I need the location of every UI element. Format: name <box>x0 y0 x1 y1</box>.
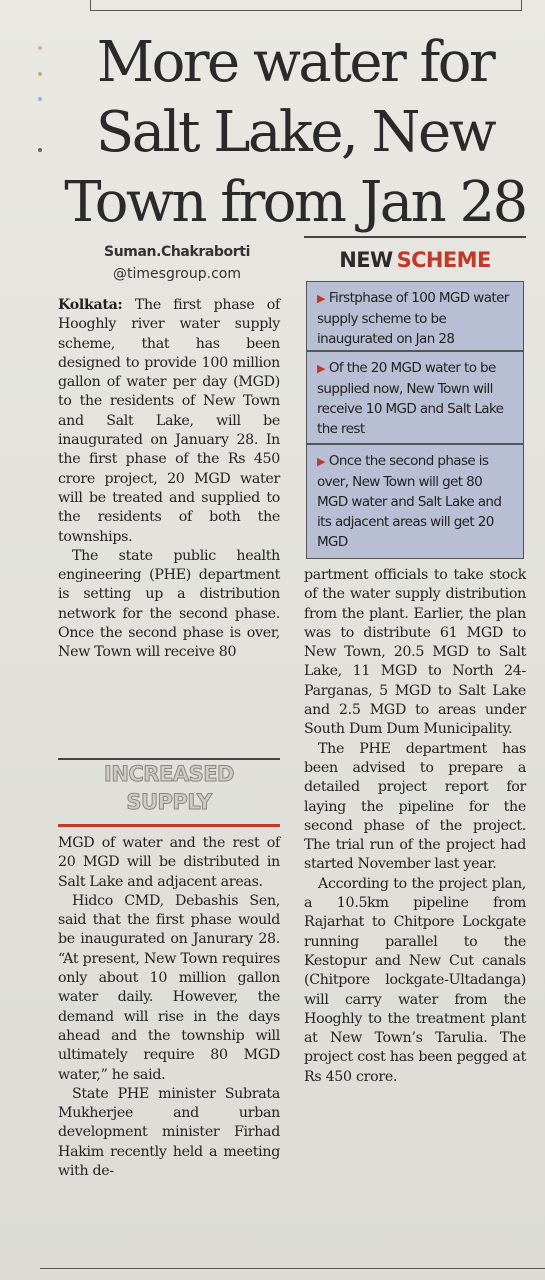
paragraph-text: The first phase of Hooghly river water s… <box>58 297 280 545</box>
article-paragraph: State PHE minister Subrata Mukherjee and… <box>58 1085 280 1180</box>
headline-line: Salt Lake, New <box>95 100 497 165</box>
subhead-line: INCREASED <box>104 762 235 787</box>
article-paragraph: The PHE department has been advised to p… <box>304 740 526 873</box>
article-column-1-lower: MGD of water and the rest of 20 MGD will… <box>58 834 280 1181</box>
byline-author: Suman.Chakraborti <box>104 244 250 260</box>
scheme-item: ▶ Firstphase of 100 MGD water supply sche… <box>306 281 524 351</box>
decorative-dot <box>38 72 42 76</box>
article-column-2: partment officials to take stock of the … <box>304 566 526 1087</box>
scheme-title-new: NEW <box>339 248 393 272</box>
decorative-dot <box>38 148 42 152</box>
dateline: Kolkata: <box>58 297 123 313</box>
byline: Suman.Chakraborti @timesgroup.com <box>58 241 296 285</box>
scheme-item-text: Firstphase of 100 MGD water supply schem… <box>317 290 509 347</box>
new-scheme-title: NEW SCHEME <box>304 236 526 280</box>
triangle-bullet-icon: ▶ <box>317 292 325 305</box>
article-column-1: Kolkata: The first phase of Hooghly rive… <box>58 296 280 663</box>
scheme-item: ▶ Of the 20 MGD water to be supplied now,… <box>306 351 524 444</box>
article-paragraph: MGD of water and the rest of 20 MGD will… <box>58 835 280 890</box>
article-paragraph: Kolkata: The first phase of Hooghly rive… <box>58 296 280 547</box>
subhead-increased-supply: INCREASED SUPPLY <box>58 758 280 827</box>
triangle-bullet-icon: ▶ <box>317 362 325 375</box>
article-paragraph: According to the project plan, a 10.5km … <box>304 875 526 1085</box>
scheme-item-text: Once the second phase is over, New Town … <box>317 453 502 550</box>
scheme-item: ▶ Once the second phase is over, New Town… <box>306 444 524 559</box>
top-rule-box <box>90 0 522 11</box>
headline-line: More water for <box>96 30 496 95</box>
scheme-title-scheme: SCHEME <box>396 248 492 272</box>
article-paragraph: partment officials to take stock of the … <box>304 567 526 738</box>
headline: More water for Salt Lake, New Town from … <box>60 28 530 238</box>
headline-line: Town from Jan 28 <box>64 170 528 235</box>
bottom-rule <box>40 1268 545 1269</box>
article-paragraph: The state public health engineering (PHE… <box>58 547 280 661</box>
byline-handle: @timesgroup.com <box>113 266 241 282</box>
decorative-dot <box>38 46 42 50</box>
decorative-dot <box>38 97 42 101</box>
scheme-item-text: Of the 20 MGD water to be supplied now, … <box>317 360 504 437</box>
article-paragraph: Hidco CMD, Debashis Sen, said that the f… <box>58 892 280 1083</box>
subhead-line: SUPPLY <box>126 790 213 815</box>
triangle-bullet-icon: ▶ <box>317 455 325 468</box>
